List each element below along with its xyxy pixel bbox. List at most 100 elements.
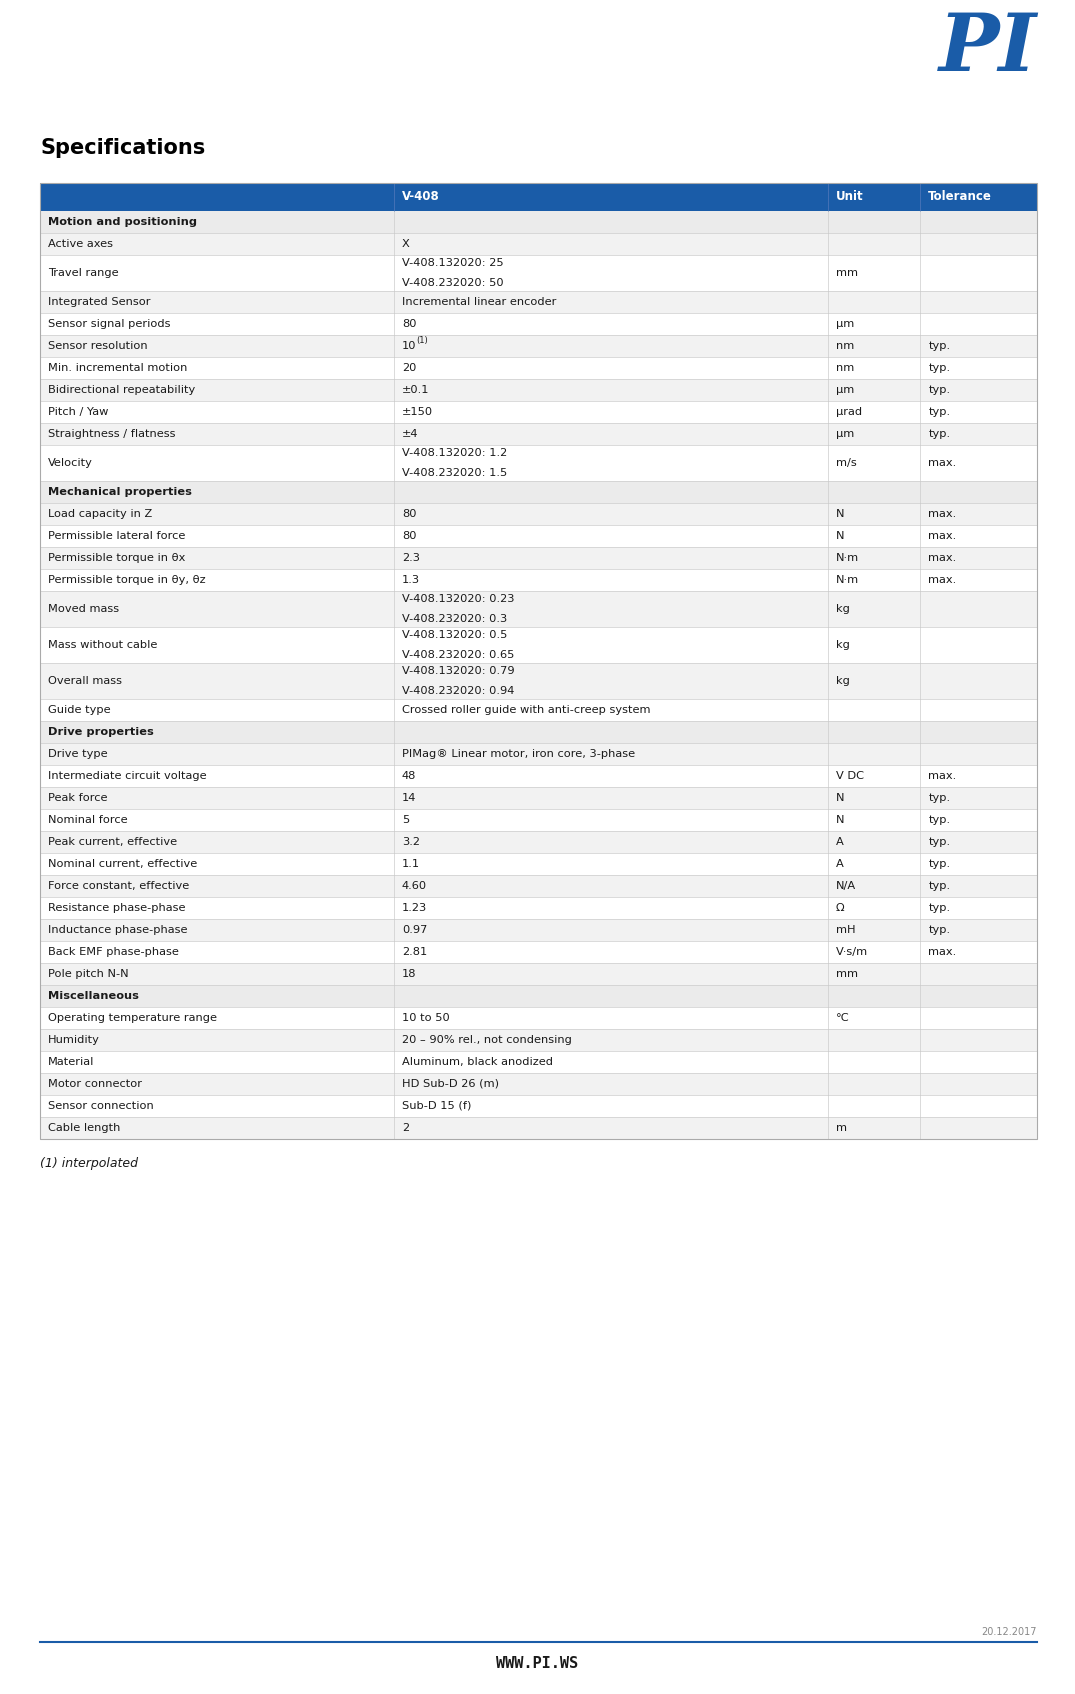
Text: N: N	[835, 508, 844, 518]
Text: Operating temperature range: Operating temperature range	[48, 1013, 217, 1023]
Text: Back EMF phase-phase: Back EMF phase-phase	[48, 947, 178, 957]
Text: Pitch / Yaw: Pitch / Yaw	[48, 407, 109, 417]
Text: 0.97: 0.97	[402, 925, 427, 935]
Bar	[40, 291, 1037, 313]
Text: V-408: V-408	[402, 190, 440, 203]
Text: Resistance phase-phase: Resistance phase-phase	[48, 903, 186, 913]
Bar	[40, 700, 1037, 722]
Text: 80: 80	[402, 530, 416, 540]
Text: PI: PI	[938, 10, 1037, 88]
Text: Bidirectional repeatability: Bidirectional repeatability	[48, 385, 196, 395]
Text: Straightness / flatness: Straightness / flatness	[48, 429, 175, 439]
Text: °C: °C	[835, 1013, 849, 1023]
Text: Peak current, effective: Peak current, effective	[48, 837, 177, 847]
Text: 2.81: 2.81	[402, 947, 427, 957]
Text: typ.: typ.	[929, 793, 950, 803]
Text: μrad: μrad	[835, 407, 862, 417]
Text: 10 to 50: 10 to 50	[402, 1013, 449, 1023]
Text: V-408.132020: 25: V-408.132020: 25	[402, 257, 503, 268]
Text: Active axes: Active axes	[48, 239, 113, 249]
Text: (1): (1)	[416, 337, 428, 346]
Text: N/A: N/A	[835, 881, 856, 891]
Text: A: A	[835, 859, 844, 869]
Text: Travel range: Travel range	[48, 268, 118, 278]
Text: Cable length: Cable length	[48, 1123, 120, 1133]
Bar	[40, 481, 1037, 503]
Text: X: X	[402, 239, 410, 249]
Text: Mechanical properties: Mechanical properties	[48, 486, 191, 496]
Text: max.: max.	[929, 457, 957, 468]
Text: V·s/m: V·s/m	[835, 947, 868, 957]
Bar	[40, 424, 1037, 446]
Bar	[40, 183, 1037, 212]
Bar	[40, 357, 1037, 379]
Text: A: A	[835, 837, 844, 847]
Bar	[40, 313, 1037, 335]
Text: Velocity: Velocity	[48, 457, 92, 468]
Text: WWW.PI.WS: WWW.PI.WS	[497, 1657, 578, 1670]
Bar	[40, 591, 1037, 627]
Text: V-408.132020: 1.2: V-408.132020: 1.2	[402, 449, 507, 459]
Bar	[40, 984, 1037, 1006]
Bar	[40, 212, 1037, 234]
Bar	[40, 898, 1037, 920]
Text: 80: 80	[402, 318, 416, 329]
Text: max.: max.	[929, 530, 957, 540]
Bar	[40, 744, 1037, 766]
Text: μm: μm	[835, 385, 854, 395]
Bar	[40, 627, 1037, 662]
Bar	[40, 876, 1037, 898]
Bar	[40, 854, 1037, 876]
Text: V-408.132020: 0.79: V-408.132020: 0.79	[402, 666, 515, 676]
Text: Min. incremental motion: Min. incremental motion	[48, 363, 187, 373]
Text: typ.: typ.	[929, 340, 950, 351]
Bar	[40, 1116, 1037, 1138]
Text: typ.: typ.	[929, 925, 950, 935]
Text: V-408.132020: 0.23: V-408.132020: 0.23	[402, 595, 515, 605]
Bar	[40, 569, 1037, 591]
Text: Motor connector: Motor connector	[48, 1079, 142, 1089]
Text: kg: kg	[835, 676, 849, 686]
Text: Nominal force: Nominal force	[48, 815, 128, 825]
Text: typ.: typ.	[929, 363, 950, 373]
Text: Specifications: Specifications	[40, 137, 205, 158]
Text: Tolerance: Tolerance	[929, 190, 992, 203]
Text: N·m: N·m	[835, 552, 859, 562]
Text: max.: max.	[929, 771, 957, 781]
Text: typ.: typ.	[929, 859, 950, 869]
Text: Integrated Sensor: Integrated Sensor	[48, 296, 150, 307]
Bar	[40, 525, 1037, 547]
Text: 1.1: 1.1	[402, 859, 420, 869]
Bar	[40, 234, 1037, 256]
Text: Permissible torque in θx: Permissible torque in θx	[48, 552, 185, 562]
Text: 1.23: 1.23	[402, 903, 427, 913]
Text: nm: nm	[835, 340, 854, 351]
Text: Sensor connection: Sensor connection	[48, 1101, 154, 1111]
Text: Incremental linear encoder: Incremental linear encoder	[402, 296, 556, 307]
Text: 5: 5	[402, 815, 410, 825]
Text: Guide type: Guide type	[48, 705, 111, 715]
Text: V-408.232020: 1.5: V-408.232020: 1.5	[402, 468, 507, 478]
Bar	[40, 1072, 1037, 1094]
Text: Drive properties: Drive properties	[48, 727, 154, 737]
Bar	[40, 810, 1037, 832]
Text: Moved mass: Moved mass	[48, 605, 119, 613]
Text: typ.: typ.	[929, 407, 950, 417]
Text: Force constant, effective: Force constant, effective	[48, 881, 189, 891]
Text: max.: max.	[929, 552, 957, 562]
Text: 4.60: 4.60	[402, 881, 427, 891]
Text: ±4: ±4	[402, 429, 418, 439]
Text: 48: 48	[402, 771, 416, 781]
Bar	[40, 832, 1037, 854]
Text: HD Sub-D 26 (m): HD Sub-D 26 (m)	[402, 1079, 499, 1089]
Bar	[40, 379, 1037, 401]
Text: Pole pitch N-N: Pole pitch N-N	[48, 969, 129, 979]
Text: 1.3: 1.3	[402, 574, 420, 584]
Text: V-408.132020: 0.5: V-408.132020: 0.5	[402, 630, 507, 640]
Text: Material: Material	[48, 1057, 95, 1067]
Text: V-408.232020: 0.94: V-408.232020: 0.94	[402, 686, 514, 696]
Text: Inductance phase-phase: Inductance phase-phase	[48, 925, 187, 935]
Text: 10: 10	[402, 340, 416, 351]
Bar	[40, 335, 1037, 357]
Text: ±150: ±150	[402, 407, 433, 417]
